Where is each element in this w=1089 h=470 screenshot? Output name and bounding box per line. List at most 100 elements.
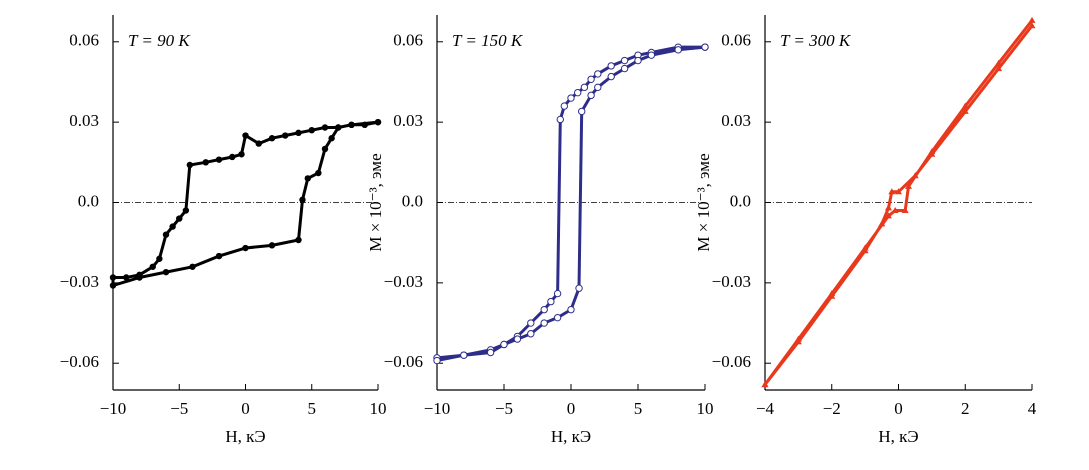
marker xyxy=(928,148,936,155)
marker xyxy=(828,290,836,297)
y-tick-label: 0.06 xyxy=(69,31,99,50)
marker xyxy=(527,330,535,338)
x-tick-label: −5 xyxy=(495,399,513,418)
marker xyxy=(109,274,117,281)
marker xyxy=(647,51,656,59)
marker xyxy=(255,140,262,147)
marker xyxy=(299,196,306,204)
marker xyxy=(1028,22,1036,29)
x-tick-label: 10 xyxy=(370,399,387,418)
marker xyxy=(895,188,902,195)
x-tick-label: −2 xyxy=(823,399,841,418)
marker xyxy=(500,340,508,349)
marker xyxy=(374,118,382,126)
marker xyxy=(540,319,548,327)
data-line xyxy=(763,19,1034,386)
marker xyxy=(607,62,615,70)
x-axis-label: H, кЭ xyxy=(878,427,918,446)
marker xyxy=(701,43,709,51)
y-tick-label: −0.06 xyxy=(712,352,751,371)
marker xyxy=(911,172,919,179)
marker xyxy=(878,220,886,227)
x-tick-label: −10 xyxy=(100,399,127,418)
y-tick-label: −0.03 xyxy=(60,272,99,291)
marker xyxy=(995,65,1003,72)
x-tick-label: 5 xyxy=(634,399,643,418)
marker xyxy=(553,289,562,298)
marker xyxy=(304,175,311,182)
marker xyxy=(156,255,163,262)
x-tick-label: 2 xyxy=(961,399,970,418)
annotation: T = 90 K xyxy=(128,31,191,50)
y-tick-label: 0.03 xyxy=(721,111,751,130)
marker xyxy=(321,124,329,131)
marker xyxy=(674,46,682,54)
y-tick-label: −0.06 xyxy=(384,352,423,371)
x-tick-label: 0 xyxy=(241,399,250,418)
marker xyxy=(905,182,913,189)
marker xyxy=(513,335,522,343)
y-tick-label: 0.03 xyxy=(69,111,99,130)
marker xyxy=(460,351,468,359)
marker xyxy=(861,244,869,251)
marker xyxy=(884,212,892,219)
y-tick-label: −0.06 xyxy=(60,352,99,371)
marker xyxy=(282,132,289,139)
marker xyxy=(268,135,276,142)
marker xyxy=(242,132,249,139)
marker xyxy=(215,252,223,260)
marker xyxy=(594,70,602,78)
y-tick-label: 0.0 xyxy=(402,191,423,210)
marker xyxy=(169,223,176,230)
marker xyxy=(295,129,302,137)
marker xyxy=(547,297,555,306)
x-axis-label: H, кЭ xyxy=(551,427,591,446)
marker xyxy=(594,83,602,92)
marker xyxy=(238,151,245,158)
marker xyxy=(176,215,183,222)
marker xyxy=(182,207,190,214)
x-tick-label: −10 xyxy=(424,399,451,418)
marker xyxy=(268,242,276,249)
marker xyxy=(308,126,315,134)
marker xyxy=(620,64,629,73)
marker xyxy=(580,83,589,92)
data-line xyxy=(111,120,379,288)
marker xyxy=(540,305,548,314)
marker xyxy=(335,124,342,131)
marker xyxy=(888,188,896,195)
x-axis-label: H, кЭ xyxy=(225,427,265,446)
marker xyxy=(901,207,909,214)
y-tick-label: −0.03 xyxy=(384,272,423,291)
y-tick-label: −0.03 xyxy=(712,272,751,291)
marker xyxy=(556,115,564,124)
marker xyxy=(229,153,236,161)
marker xyxy=(884,204,892,211)
marker xyxy=(961,102,969,109)
annotation: T = 150 K xyxy=(452,31,524,50)
marker xyxy=(527,319,535,327)
marker xyxy=(995,59,1003,66)
marker xyxy=(794,335,802,342)
marker xyxy=(587,75,595,83)
x-tick-label: 10 xyxy=(697,399,714,418)
x-tick-label: 4 xyxy=(1028,399,1037,418)
marker xyxy=(328,135,335,142)
marker xyxy=(620,56,629,65)
marker xyxy=(560,102,568,110)
data-line xyxy=(435,45,706,363)
x-tick-label: 0 xyxy=(567,399,576,418)
marker xyxy=(186,161,194,169)
y-tick-label: 0.0 xyxy=(730,191,751,210)
marker xyxy=(321,145,329,153)
marker xyxy=(109,282,117,289)
marker xyxy=(553,313,562,322)
marker xyxy=(961,107,969,114)
marker xyxy=(486,348,495,357)
marker xyxy=(242,244,249,252)
marker xyxy=(574,88,582,97)
marker xyxy=(123,274,130,281)
marker xyxy=(634,56,642,65)
marker xyxy=(761,381,769,388)
